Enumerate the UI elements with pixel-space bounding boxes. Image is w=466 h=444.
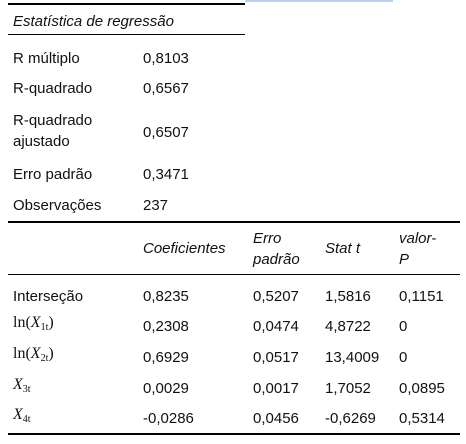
stats-value-r-multiple: 0,8103 (143, 50, 189, 67)
stats-value-observations: 237 (143, 197, 169, 214)
coef-row-intercept-p-value: 0,1151 (399, 288, 444, 305)
coef-table-top-border (8, 221, 460, 223)
stats-value-std-error: 0,3471 (143, 166, 189, 183)
coef-row-ln-x2t-std-error: 0,0517 (253, 349, 299, 366)
coef-header-std-error-line1: Erro (253, 230, 282, 247)
coef-row-intercept-coefficient: 0,8235 (143, 288, 189, 305)
coef-row-label-ln-x2t: ln(X2t) (13, 345, 54, 364)
coef-header-p-value-line1: valor- (399, 230, 437, 247)
coef-row-ln-x1t-t-stat: 4,8722 (325, 318, 371, 335)
coef-row-label-x4t: X4t (13, 406, 31, 425)
stats-value-adj-r-squared: 0,6507 (143, 124, 189, 141)
coef-row-ln-x2t-coefficient: 0,6929 (143, 349, 189, 366)
coef-row-x3t-coefficient: 0,0029 (143, 380, 189, 397)
coef-row-label-x3t: X3t (13, 376, 31, 395)
coef-row-x4t-t-stat: -0,6269 (325, 410, 376, 427)
coef-row-x4t-std-error: 0,0456 (253, 410, 299, 427)
stats-table-top-border (8, 3, 245, 5)
coef-table-bottom-border (8, 433, 460, 435)
stats-label-r-multiple: R múltiplo (13, 50, 80, 67)
coef-row-intercept-t-stat: 1,5816 (325, 288, 371, 305)
coef-row-x4t-p-value: 0,5314 (399, 410, 445, 427)
coef-row-ln-x1t-coefficient: 0,2308 (143, 318, 189, 335)
coef-row-label-ln-x1t: ln(X1t) (13, 314, 54, 333)
coef-row-label-intercept: Interseção (13, 288, 84, 305)
coef-row-ln-x1t-std-error: 0,0474 (253, 318, 299, 335)
coef-row-x3t-p-value: 0,0895 (399, 380, 445, 397)
stats-label-observations: Observações (13, 197, 102, 214)
coef-row-ln-x2t-p-value: 0 (399, 349, 408, 366)
stats-table-title: Estatística de regressão (13, 13, 174, 30)
coef-table-header-divider (8, 274, 460, 275)
stats-label-adj-r-squared-line2: ajustado (13, 133, 70, 150)
stats-table-header-divider (8, 34, 245, 35)
stats-label-r-squared: R-quadrado (13, 80, 93, 97)
stats-label-std-error: Erro padrão (13, 166, 93, 183)
coef-header-t-stat: Stat t (325, 240, 361, 257)
coef-row-intercept-std-error: 0,5207 (253, 288, 299, 305)
coef-row-x3t-std-error: 0,0017 (253, 380, 299, 397)
coef-row-x4t-coefficient: -0,0286 (143, 410, 194, 427)
coef-row-x3t-t-stat: 1,7052 (325, 380, 371, 397)
coef-row-ln-x2t-t-stat: 13,4009 (325, 349, 380, 366)
coef-header-std-error-line2: padrão (253, 251, 300, 268)
coef-row-ln-x1t-p-value: 0 (399, 318, 408, 335)
top-accent-line (245, 0, 393, 2)
stats-label-adj-r-squared-line1: R-quadrado (13, 112, 93, 129)
stats-value-r-squared: 0,6567 (143, 80, 189, 97)
coef-header-p-value-line2: P (399, 251, 410, 268)
coef-header-coefficients: Coeficientes (143, 240, 226, 257)
